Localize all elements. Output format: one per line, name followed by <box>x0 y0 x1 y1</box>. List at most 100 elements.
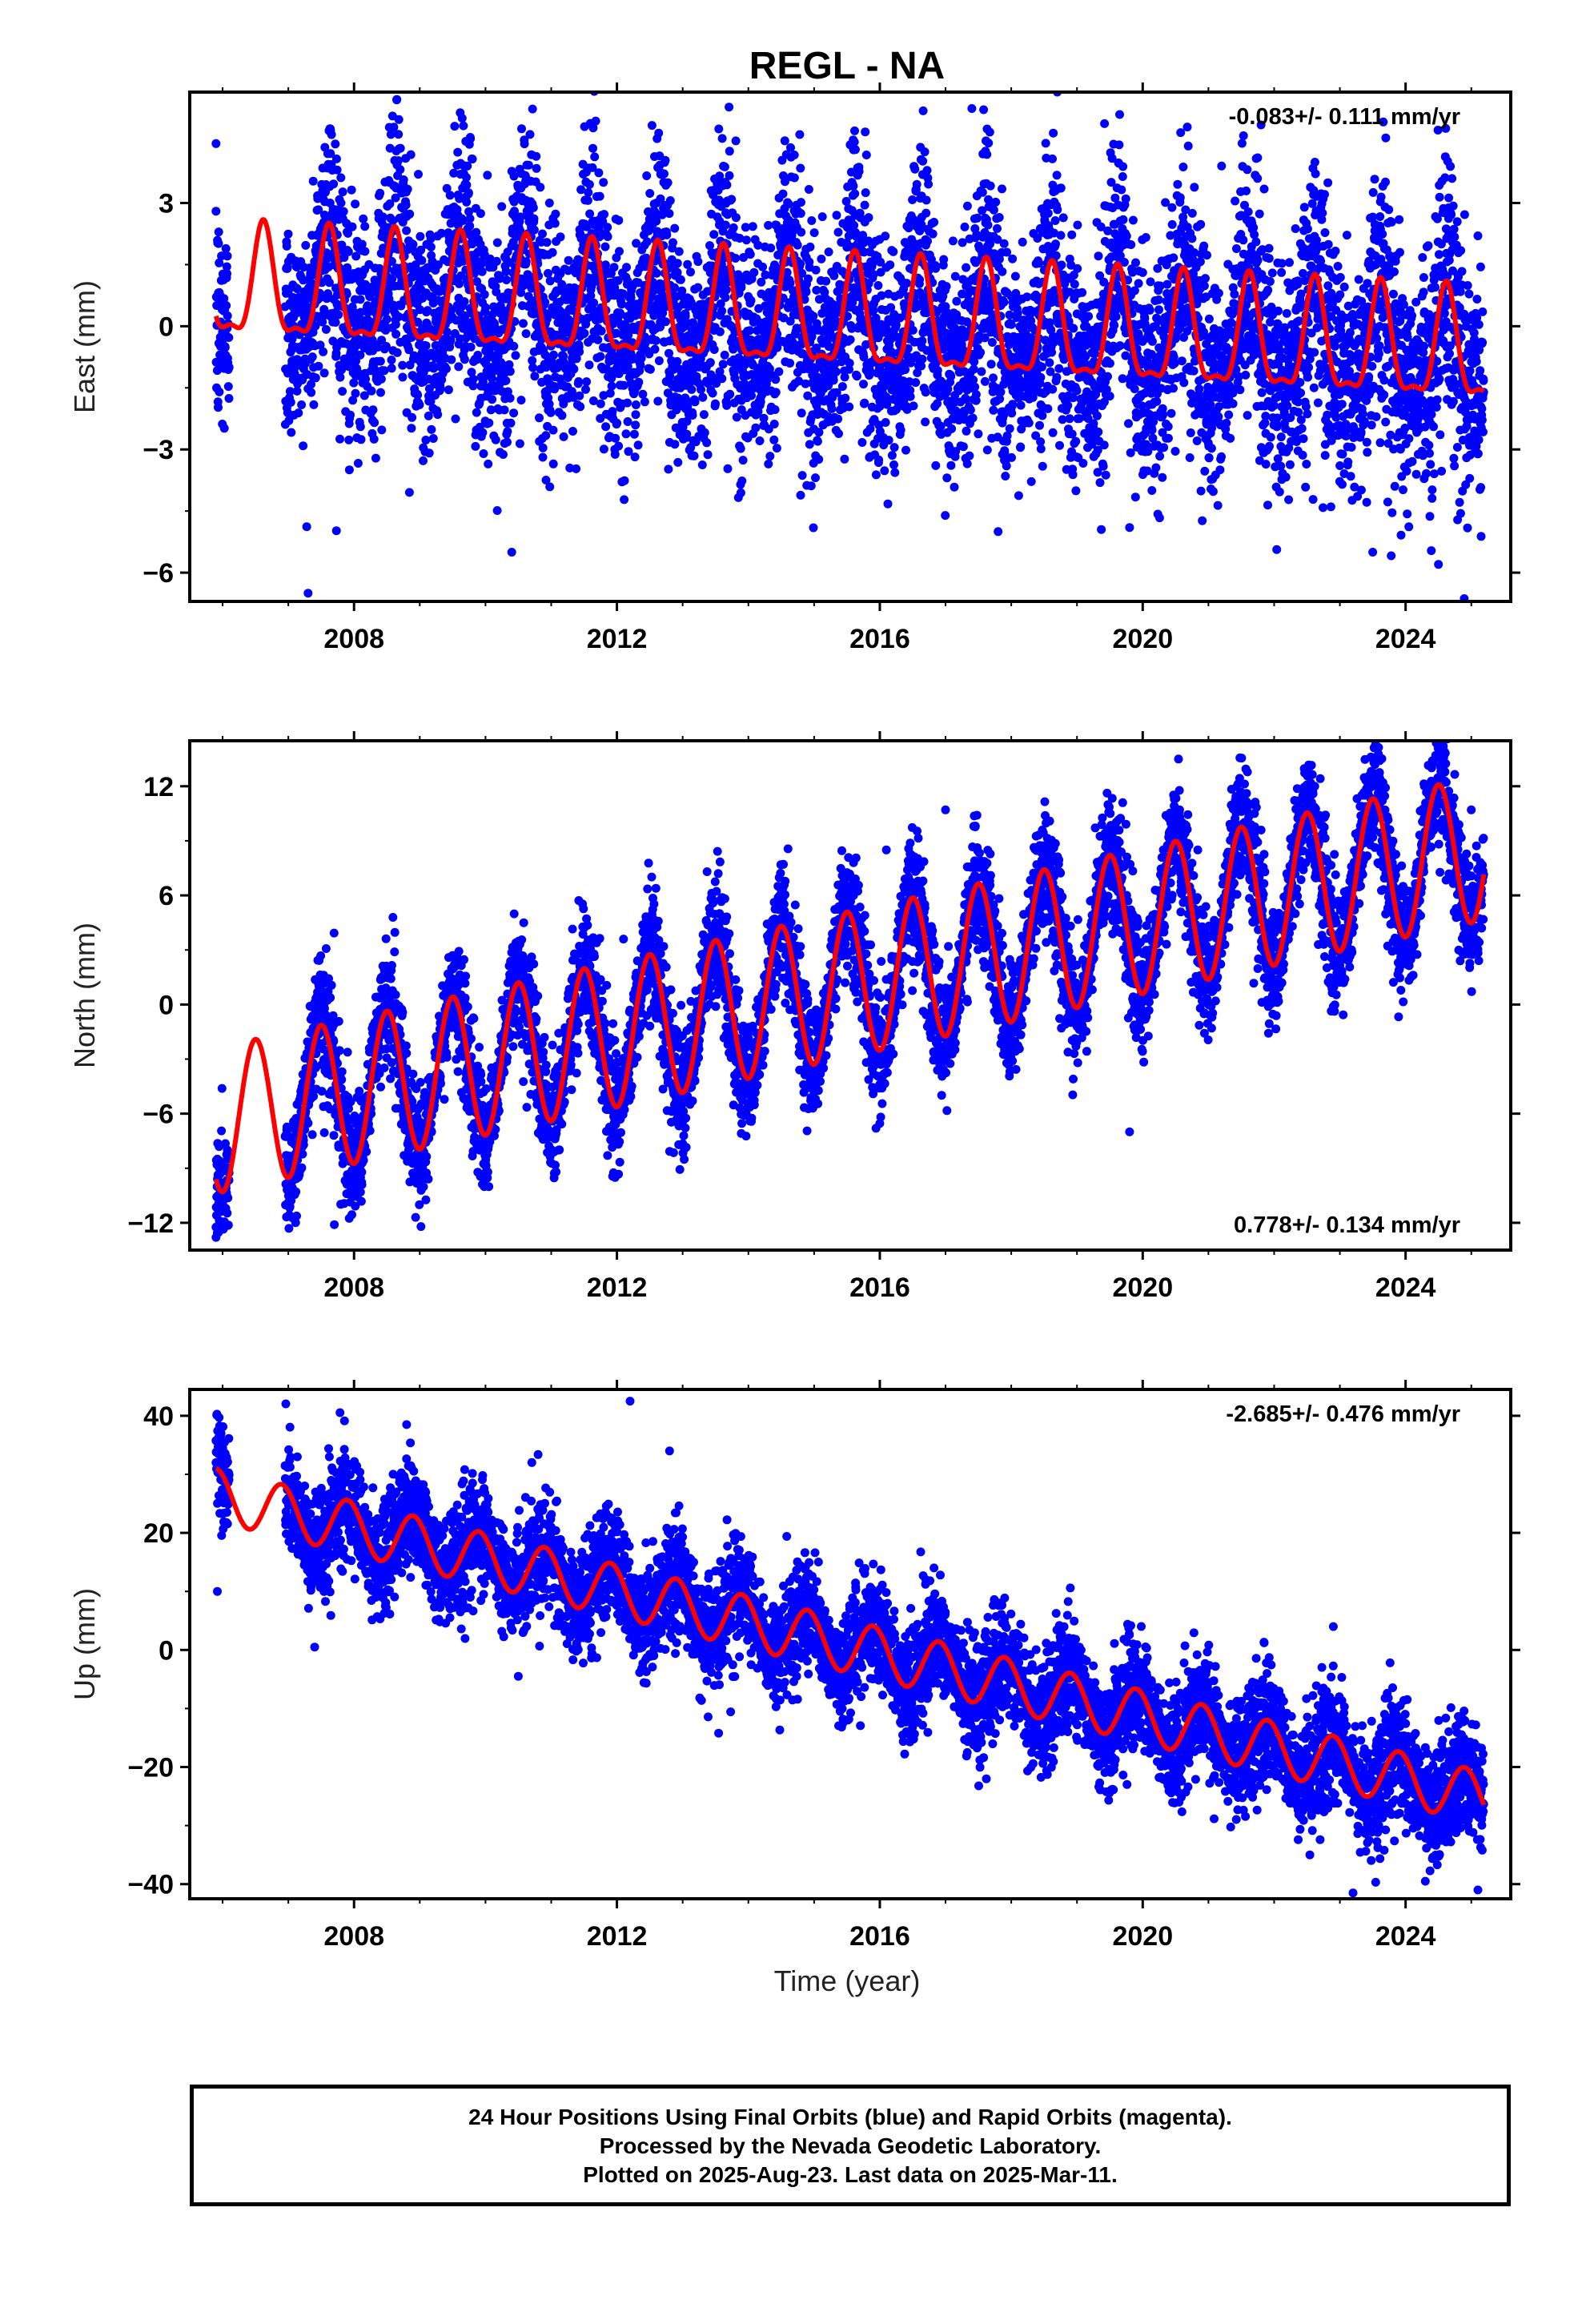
data-point <box>346 410 355 420</box>
data-point <box>1002 461 1011 471</box>
data-point <box>739 253 749 262</box>
data-point <box>708 388 717 398</box>
data-point <box>492 238 502 247</box>
data-point <box>471 441 480 451</box>
data-point <box>881 418 890 427</box>
data-point <box>509 408 519 418</box>
data-point <box>915 275 925 284</box>
data-point <box>377 425 387 435</box>
data-point <box>583 195 592 205</box>
data-point <box>378 212 387 222</box>
data-point <box>375 188 385 198</box>
data-point <box>1110 82 1119 91</box>
data-point <box>670 440 680 449</box>
data-point <box>408 239 418 249</box>
data-point <box>394 115 404 124</box>
data-point <box>605 388 615 398</box>
data-point <box>845 402 854 412</box>
data-point <box>902 279 912 288</box>
data-point <box>985 127 994 137</box>
data-point <box>654 128 664 138</box>
data-point <box>881 392 891 402</box>
data-point <box>444 385 453 395</box>
data-point <box>472 227 481 237</box>
data-point <box>311 373 320 383</box>
data-point <box>365 292 375 301</box>
data-point <box>302 522 311 532</box>
data-point <box>1058 213 1068 223</box>
data-point <box>833 414 843 424</box>
data-point <box>640 339 650 348</box>
data-point <box>318 317 327 327</box>
data-point <box>501 267 511 276</box>
data-point <box>572 464 581 473</box>
data-point <box>731 213 741 223</box>
data-point <box>921 208 931 218</box>
data-point <box>595 191 604 201</box>
data-point <box>623 361 632 371</box>
data-point <box>311 321 320 331</box>
data-point <box>697 460 707 469</box>
data-point <box>901 445 910 455</box>
data-point <box>827 404 837 413</box>
data-point <box>294 408 303 418</box>
data-point <box>658 308 668 318</box>
data-point <box>765 452 775 461</box>
data-point <box>1089 419 1098 428</box>
data-point <box>979 105 989 115</box>
data-point <box>488 395 497 404</box>
data-point <box>388 216 398 225</box>
data-point <box>1154 295 1163 304</box>
data-point <box>612 418 622 428</box>
data-point <box>672 292 681 301</box>
data-point <box>381 325 391 335</box>
data-point <box>1151 376 1161 386</box>
data-point <box>483 171 492 180</box>
data-point <box>535 413 544 423</box>
data-point <box>1158 472 1167 482</box>
data-point <box>382 315 391 324</box>
data-point <box>572 354 581 364</box>
data-point <box>528 363 538 372</box>
data-point <box>619 380 628 390</box>
data-point <box>817 254 826 263</box>
data-point <box>467 368 476 377</box>
data-point <box>717 374 727 384</box>
data-point <box>1063 400 1073 410</box>
data-point <box>896 425 905 435</box>
data-point <box>673 457 683 467</box>
data-point <box>351 251 361 261</box>
data-point <box>223 251 232 261</box>
data-point <box>509 171 519 181</box>
data-point <box>781 177 789 187</box>
data-point <box>960 222 970 231</box>
data-point <box>747 391 756 400</box>
data-point <box>349 378 359 388</box>
data-point <box>814 428 824 437</box>
data-point <box>224 363 234 372</box>
data-point <box>511 351 520 360</box>
data-point <box>946 372 956 381</box>
data-point <box>505 367 515 376</box>
data-point <box>501 376 511 385</box>
data-point <box>221 243 231 253</box>
data-point <box>1111 312 1121 321</box>
data-point <box>557 411 567 420</box>
data-point <box>1056 231 1066 240</box>
data-point <box>889 247 898 256</box>
data-point <box>782 267 792 277</box>
data-point <box>716 299 725 308</box>
data-point <box>869 306 878 316</box>
data-point <box>703 450 713 460</box>
data-point <box>686 267 695 277</box>
data-point <box>895 313 905 323</box>
data-point <box>1052 372 1062 382</box>
data-point <box>875 401 885 411</box>
data-point <box>702 438 712 448</box>
data-point <box>615 247 624 256</box>
data-point <box>789 151 799 159</box>
data-point <box>770 405 780 414</box>
data-point <box>905 385 915 395</box>
data-point <box>973 213 982 223</box>
data-point <box>463 161 472 171</box>
